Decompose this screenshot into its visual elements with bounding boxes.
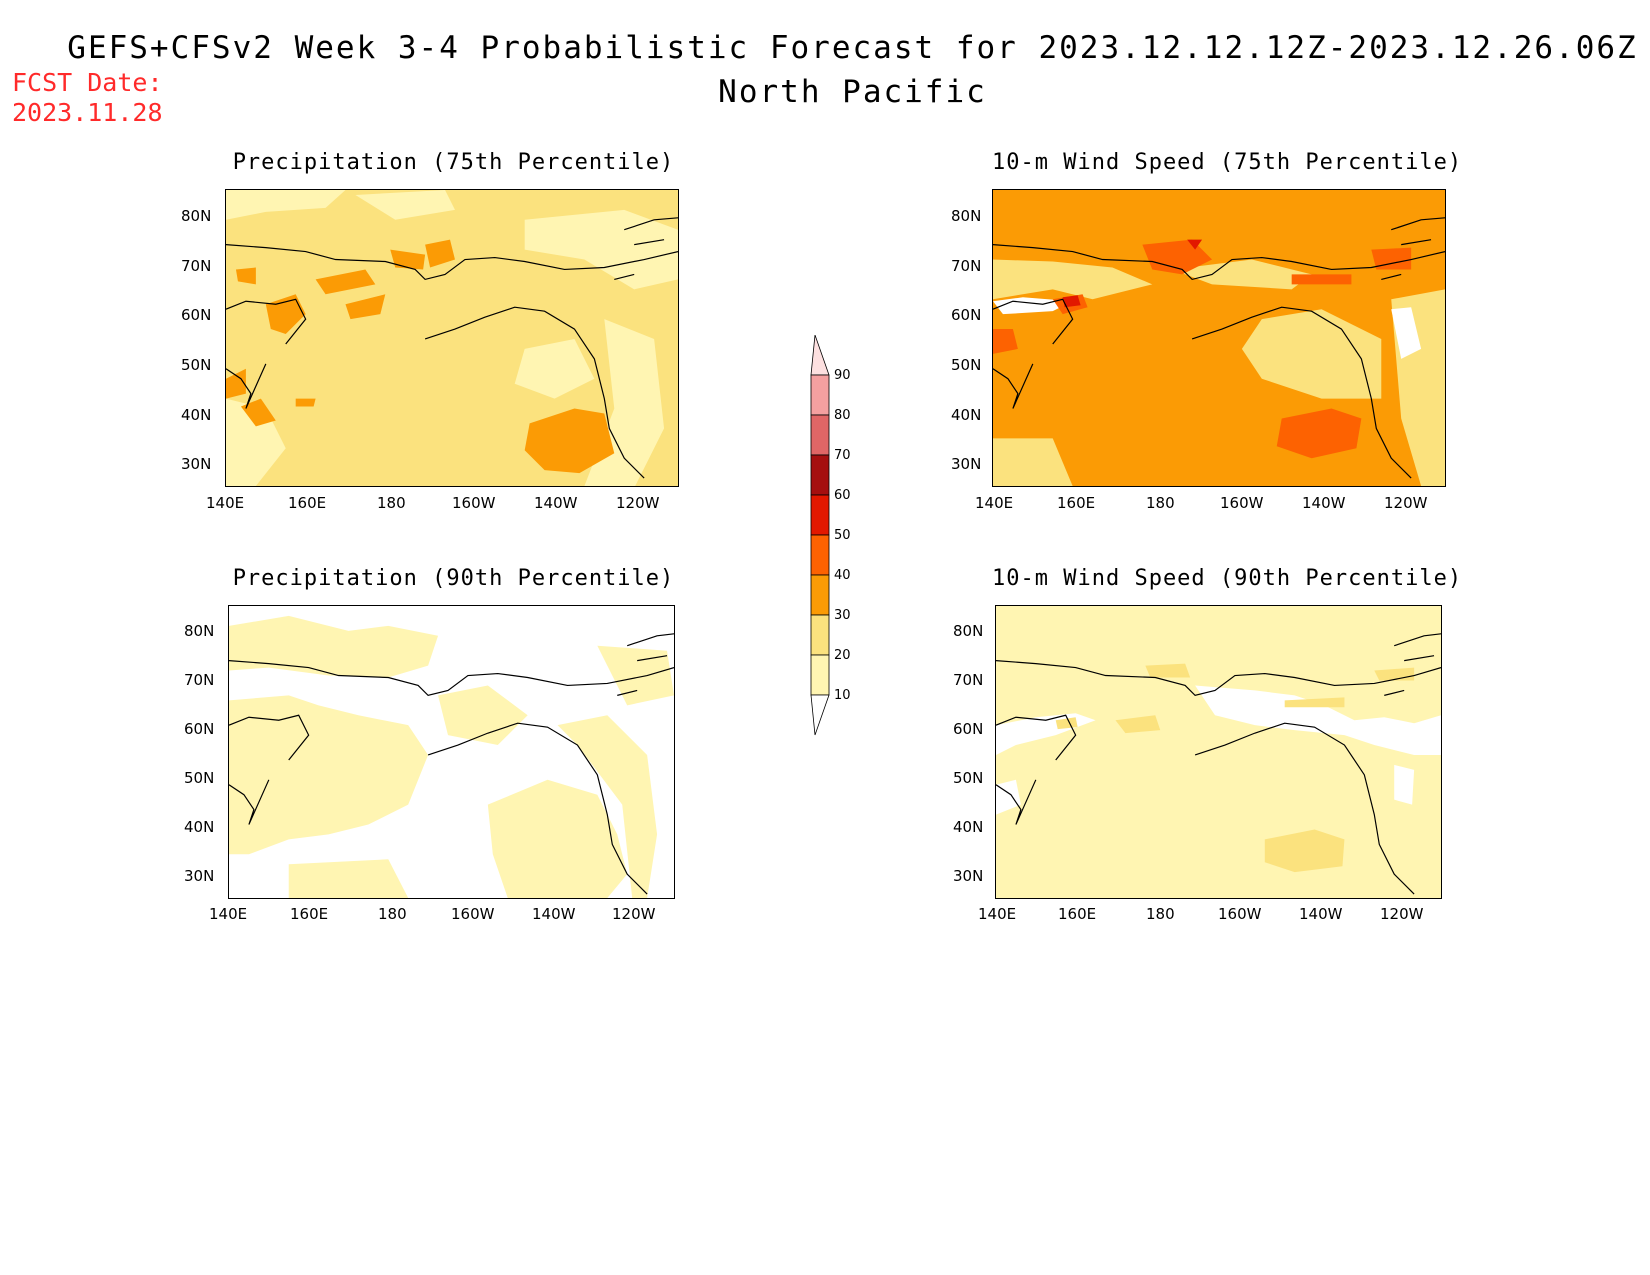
lon-label: 120W (616, 494, 660, 512)
forecast-date-value: 2023.11.28 (12, 98, 163, 127)
lat-label: 80N (953, 622, 984, 640)
coastlines (993, 217, 1445, 479)
colorbar-bin-20 (810, 654, 830, 696)
colorbar-bin-90 (810, 374, 830, 416)
map-precip-90 (228, 605, 675, 899)
coastlines (229, 633, 674, 895)
lat-label: 80N (181, 207, 212, 225)
lat-label: 40N (184, 818, 215, 836)
figure-title: GEFS+CFSv2 Week 3-4 Probabilistic Foreca… (67, 30, 1638, 66)
forecast-date-label: FCST Date: (12, 68, 163, 97)
colorbar-bin-50 (810, 534, 830, 576)
colorbar-bin-70 (810, 454, 830, 496)
lat-label: 60N (181, 306, 212, 324)
lat-label: 30N (184, 867, 215, 885)
colorbar-label: 60 (834, 488, 851, 503)
colorbar-label: 50 (834, 528, 851, 543)
lat-label: 40N (181, 406, 212, 424)
map-wind-90 (995, 605, 1442, 899)
lat-label: 30N (953, 867, 984, 885)
region-subtitle: North Pacific (718, 74, 987, 110)
lon-label: 160W (452, 494, 496, 512)
lon-label: 160E (1057, 494, 1096, 512)
panel-title-wind-90: 10-m Wind Speed (90th Percentile) (992, 566, 1463, 591)
colorbar-label: 20 (834, 648, 851, 663)
lat-label: 40N (951, 406, 982, 424)
map-fill (996, 606, 1441, 898)
lon-label: 180 (1146, 494, 1175, 512)
lat-label: 50N (951, 356, 982, 374)
map-precip-75 (225, 189, 679, 487)
colorbar (810, 335, 830, 736)
lon-label: 140E (206, 494, 245, 512)
coastlines (996, 633, 1441, 895)
lat-label: 30N (181, 455, 212, 473)
coastlines (226, 217, 678, 479)
lat-label: 50N (184, 769, 215, 787)
lon-label: 140W (532, 905, 576, 923)
lon-label: 140E (975, 494, 1014, 512)
colorbar-top-cap (810, 335, 830, 376)
dark-orange-areas (993, 239, 1412, 459)
lon-label: 160W (1218, 905, 1262, 923)
colorbar-bin-80 (810, 414, 830, 456)
orange-areas (226, 239, 615, 474)
lon-label: 180 (378, 905, 407, 923)
lat-label: 70N (184, 671, 215, 689)
lon-label: 160E (290, 905, 329, 923)
lat-label: 70N (181, 257, 212, 275)
colorbar-bin-40 (810, 574, 830, 616)
panel-title-wind-75: 10-m Wind Speed (75th Percentile) (992, 150, 1463, 175)
lon-label: 160E (288, 494, 327, 512)
lat-label: 80N (184, 622, 215, 640)
lon-label: 140E (978, 905, 1017, 923)
lat-label: 40N (953, 818, 984, 836)
lat-label: 80N (951, 207, 982, 225)
map-wind-75 (992, 189, 1446, 487)
lon-label: 140W (1302, 494, 1346, 512)
light-yellow-areas (229, 615, 674, 898)
lat-label: 50N (181, 356, 212, 374)
lon-label: 180 (1146, 905, 1175, 923)
red-areas (1062, 239, 1203, 308)
light-areas (993, 259, 1445, 486)
colorbar-label: 10 (834, 688, 851, 703)
lon-label: 120W (1380, 905, 1424, 923)
lon-label: 140E (209, 905, 248, 923)
lat-label: 60N (953, 720, 984, 738)
yellow-areas (1055, 663, 1415, 873)
colorbar-label: 80 (834, 408, 851, 423)
colorbar-label: 40 (834, 568, 851, 583)
colorbar-label: 90 (834, 368, 851, 383)
lat-label: 30N (951, 455, 982, 473)
panel-title-precip-90: Precipitation (90th Percentile) (232, 566, 675, 591)
lon-label: 180 (377, 494, 406, 512)
lon-label: 140W (534, 494, 578, 512)
colorbar-label: 70 (834, 448, 851, 463)
lat-label: 60N (951, 306, 982, 324)
colorbar-bottom-cap (810, 694, 830, 736)
lon-label: 120W (612, 905, 656, 923)
lon-label: 160W (451, 905, 495, 923)
lat-label: 50N (953, 769, 984, 787)
lon-label: 140W (1299, 905, 1343, 923)
lon-label: 160W (1220, 494, 1264, 512)
lat-label: 60N (184, 720, 215, 738)
lon-label: 120W (1384, 494, 1428, 512)
lon-label: 160E (1058, 905, 1097, 923)
colorbar-label: 30 (834, 608, 851, 623)
panel-title-precip-75: Precipitation (75th Percentile) (232, 150, 675, 175)
colorbar-bin-60 (810, 494, 830, 536)
colorbar-bin-30 (810, 614, 830, 656)
lat-label: 70N (951, 257, 982, 275)
lat-label: 70N (953, 671, 984, 689)
